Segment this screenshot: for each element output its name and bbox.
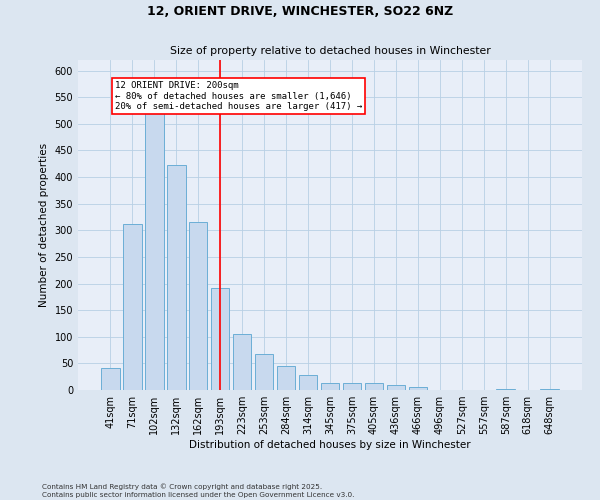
- Bar: [277, 366, 295, 390]
- Y-axis label: Number of detached properties: Number of detached properties: [39, 143, 49, 307]
- Bar: [299, 375, 317, 390]
- Bar: [211, 288, 229, 390]
- Bar: [343, 383, 361, 390]
- Text: Contains HM Land Registry data © Crown copyright and database right 2025.
Contai: Contains HM Land Registry data © Crown c…: [42, 484, 355, 498]
- Bar: [496, 389, 515, 390]
- Bar: [101, 368, 119, 390]
- Bar: [167, 166, 185, 390]
- Bar: [233, 334, 251, 390]
- Bar: [409, 388, 427, 390]
- Bar: [386, 384, 405, 390]
- Bar: [189, 222, 208, 390]
- Bar: [365, 383, 383, 390]
- Bar: [320, 383, 340, 390]
- Bar: [541, 389, 559, 390]
- Text: 12 ORIENT DRIVE: 200sqm
← 80% of detached houses are smaller (1,646)
20% of semi: 12 ORIENT DRIVE: 200sqm ← 80% of detache…: [115, 82, 362, 111]
- X-axis label: Distribution of detached houses by size in Winchester: Distribution of detached houses by size …: [189, 440, 471, 450]
- Bar: [123, 224, 142, 390]
- Bar: [145, 96, 164, 390]
- Title: Size of property relative to detached houses in Winchester: Size of property relative to detached ho…: [170, 46, 490, 56]
- Bar: [255, 354, 274, 390]
- Text: 12, ORIENT DRIVE, WINCHESTER, SO22 6NZ: 12, ORIENT DRIVE, WINCHESTER, SO22 6NZ: [147, 5, 453, 18]
